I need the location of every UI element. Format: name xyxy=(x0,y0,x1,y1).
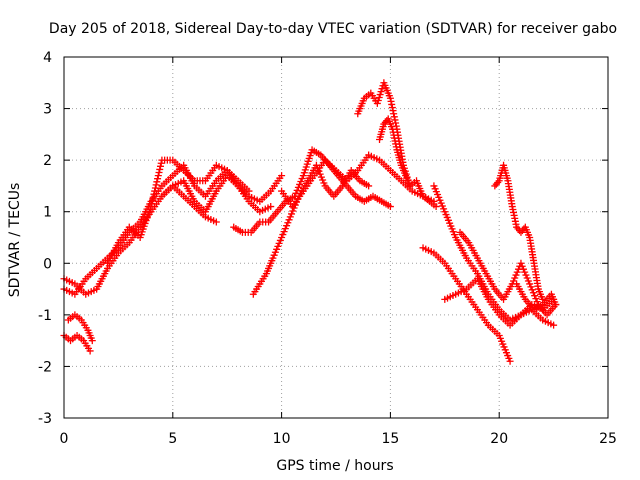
grid xyxy=(64,57,608,418)
axis-ticks: 0 5 10 15 20 25 -3 -2 -1 0 1 2 3 4 xyxy=(38,50,617,447)
data-point xyxy=(150,190,158,198)
series-track-11 xyxy=(376,115,414,190)
x-tick-label: 0 xyxy=(60,431,69,447)
data-point xyxy=(148,199,156,207)
series-track-3 xyxy=(64,311,96,345)
series-track-17 xyxy=(513,280,560,314)
data-point xyxy=(148,196,156,204)
data-point xyxy=(387,97,395,105)
series-track-16 xyxy=(491,161,547,303)
data-point xyxy=(390,110,398,118)
y-tick-label: 4 xyxy=(43,50,52,66)
x-tick-label: 20 xyxy=(490,431,508,447)
x-tick-label: 15 xyxy=(381,431,399,447)
data-point xyxy=(406,182,414,190)
y-tick-label: -2 xyxy=(38,359,52,375)
data-point xyxy=(154,175,162,183)
y-tick-label: -1 xyxy=(38,308,52,324)
data-point xyxy=(550,321,558,329)
data-point xyxy=(432,203,440,211)
data-series xyxy=(60,79,560,365)
data-point xyxy=(389,107,397,115)
data-point xyxy=(392,119,400,127)
data-point xyxy=(151,184,159,192)
series-track-6 xyxy=(158,172,275,216)
data-point xyxy=(391,116,399,124)
data-point xyxy=(552,301,560,309)
data-point xyxy=(156,162,164,170)
series-track-5 xyxy=(104,156,286,267)
y-tick-label: -3 xyxy=(38,411,52,427)
data-point xyxy=(212,218,220,226)
chart-title: Day 205 of 2018, Sidereal Day-to-day VTE… xyxy=(49,21,617,37)
data-point xyxy=(88,337,96,345)
data-point xyxy=(86,347,94,355)
data-point xyxy=(152,181,160,189)
x-tick-label: 5 xyxy=(168,431,177,447)
y-tick-label: 1 xyxy=(43,205,52,221)
x-axis-label: GPS time / hours xyxy=(276,458,393,474)
data-point xyxy=(506,357,514,365)
y-tick-label: 0 xyxy=(43,256,52,272)
data-point xyxy=(386,94,394,102)
plot-frame xyxy=(63,56,609,419)
data-point xyxy=(365,182,373,190)
data-point xyxy=(147,203,155,211)
data-point xyxy=(155,169,163,177)
data-point xyxy=(278,172,286,180)
y-axis-label: SDTVAR / TECUs xyxy=(7,183,23,298)
y-tick-label: 2 xyxy=(43,153,52,169)
data-point xyxy=(388,100,396,108)
data-point xyxy=(153,178,161,186)
data-point xyxy=(390,113,398,121)
data-point xyxy=(157,159,165,167)
data-point xyxy=(154,172,162,180)
data-point xyxy=(388,104,396,112)
series-track-12 xyxy=(419,244,514,365)
x-tick-label: 25 xyxy=(599,431,617,447)
data-point xyxy=(149,193,157,201)
x-tick-label: 10 xyxy=(273,431,291,447)
data-point xyxy=(151,187,159,195)
series-track-7 xyxy=(230,146,394,236)
data-point xyxy=(267,203,275,211)
data-point xyxy=(156,165,164,173)
data-point xyxy=(386,203,394,211)
y-tick-label: 3 xyxy=(43,102,52,118)
